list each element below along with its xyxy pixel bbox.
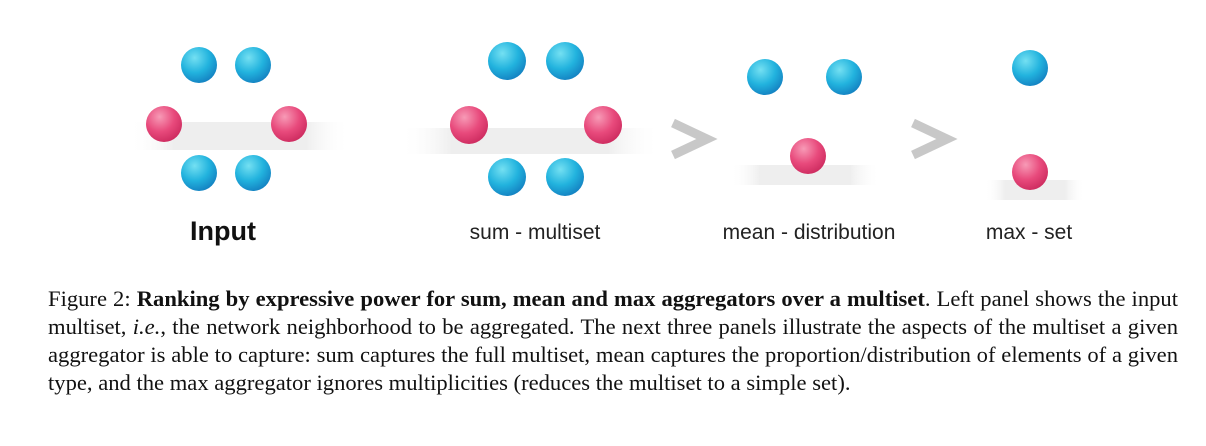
mean-label: mean - distribution [722,221,896,244]
max-ground-shadow [985,180,1085,200]
input-label: Input [190,216,256,246]
blue-node [826,59,862,95]
greater-than-icon [911,118,958,160]
pink-node [584,106,622,144]
pink-node [1012,154,1048,190]
caption-text-2: , the network neighborhood to be aggrega… [48,314,1178,395]
blue-node [181,47,217,83]
max-label: max - set [985,221,1073,244]
sum-panel [400,42,660,196]
blue-node [235,47,271,83]
figure-caption: Figure 2: Ranking by expressive power fo… [48,285,1178,397]
blue-node [546,158,584,196]
caption-text-1: Left panel shows the input multiset, [48,286,1178,339]
blue-node [488,42,526,80]
blue-node [747,59,783,95]
figure-number: Figure 2: [48,286,131,311]
mean-panel [730,59,880,185]
blue-node [235,155,271,191]
greater-than-icon [671,118,718,160]
caption-title-end: . [924,286,931,311]
sum-label: sum - multiset [469,221,601,244]
input-panel [130,47,350,191]
sum-ground-shadow [400,128,660,154]
pink-node [271,106,307,142]
blue-node [546,42,584,80]
pink-node [450,106,488,144]
pink-node [790,138,826,174]
blue-node [181,155,217,191]
blue-node [1012,50,1048,86]
caption-ie: i.e. [132,314,161,339]
pink-node [146,106,182,142]
caption-title: Ranking by expressive power for sum, mea… [136,286,925,311]
max-panel [985,50,1085,200]
figure-panels [130,42,1085,200]
blue-node [488,158,526,196]
mean-ground-shadow [730,165,880,185]
